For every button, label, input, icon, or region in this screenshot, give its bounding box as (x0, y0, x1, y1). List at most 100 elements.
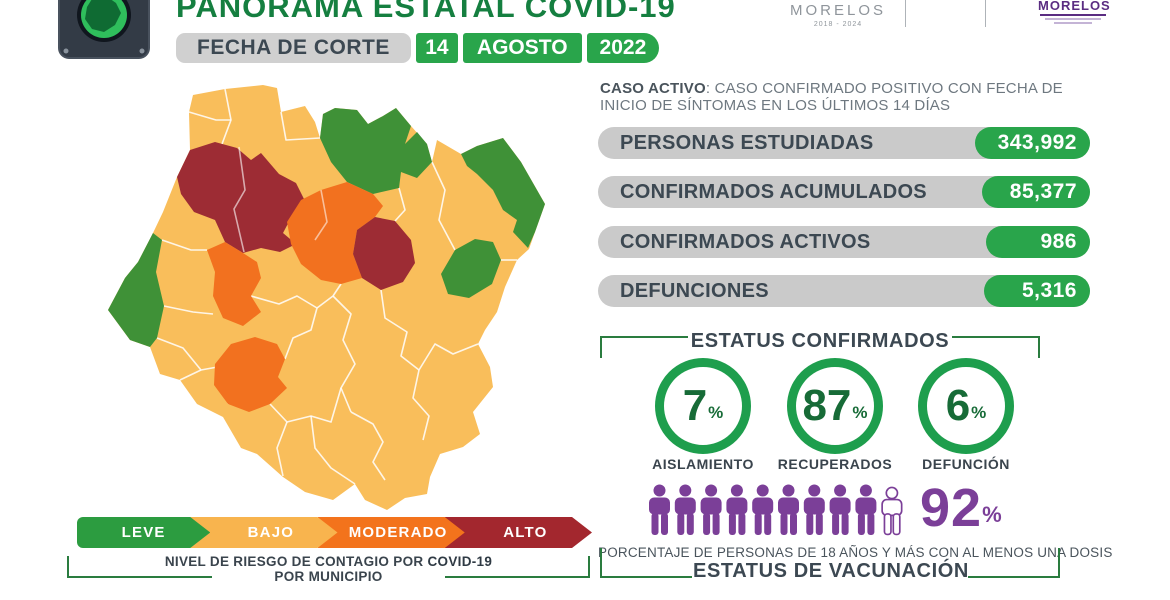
map-region-leve-north (320, 108, 432, 194)
active-case-term: CASO ACTIVO (600, 80, 706, 97)
percent-readout: 6 % (945, 380, 987, 430)
person-icon-filled (803, 484, 825, 535)
bracket-top-right (952, 336, 1040, 358)
bracket-bottom-left (600, 548, 692, 578)
cutoff-date-label: FECHA DE CORTE (176, 33, 411, 63)
stat-label: CONFIRMADOS ACUMULADOS (620, 180, 927, 203)
stat-label: PERSONAS ESTUDIADAS (620, 131, 874, 154)
municipal-border-moderado (314, 189, 328, 241)
person-icon-filled (700, 484, 722, 535)
defuncion-percent-circle: 6 % (918, 358, 1014, 454)
legend-bracket-right (445, 556, 590, 578)
legend-caption: NIVEL DE RIESGO DE CONTAGIO POR COVID-19… (67, 554, 590, 584)
legend-caption-pre: NIVEL DE RIESGO DE CONTAGIO POR (164, 554, 428, 569)
stat-label: DEFUNCIONES (620, 279, 769, 302)
percent-value: 87 (802, 380, 852, 430)
stat-bar-confirmados-acumulados: CONFIRMADOS ACUMULADOS 85,377 (598, 176, 1090, 208)
active-case-definition: CASO ACTIVO: CASO CONFIRMADO POSITIVO CO… (600, 80, 1105, 114)
screw-icon (139, 48, 145, 54)
page-title: PANORAMA ESTATAL COVID-19 (176, 0, 676, 24)
cutoff-date-month: AGOSTO (462, 33, 582, 63)
morelos-municipal-risk-map (108, 85, 545, 510)
traffic-light-icon (58, 0, 150, 59)
bracket-top-left (600, 336, 688, 358)
person-icon-filled (752, 484, 774, 535)
map-region-alto-center (353, 217, 415, 290)
percent-value: 6 (945, 380, 971, 430)
percent-readout: 87 % (802, 380, 868, 430)
legend-item-alto: ALTO (445, 517, 592, 548)
legend-label: BAJO (247, 524, 295, 541)
legend-caption-line2: POR MUNICIPIO (274, 569, 383, 584)
map-region-leve-northeast-strip (461, 138, 545, 248)
legend-item-bajo: BAJO (190, 517, 337, 548)
percent-unit: % (708, 403, 724, 423)
cutoff-date-year: 2022 (586, 33, 660, 63)
morelos-brand-name: MORELOS (1038, 0, 1111, 13)
morelos-brand-logo: MORELOS (1038, 0, 1111, 24)
aislamiento-percent-circle: 7 % (655, 358, 751, 454)
recuperados-label: RECUPERADOS (777, 456, 893, 472)
government-logo-name: MORELOS (789, 2, 886, 19)
stat-bar-confirmados-activos: CONFIRMADOS ACTIVOS 986 (598, 226, 1090, 258)
person-icon-filled (778, 484, 799, 535)
stat-label: CONFIRMADOS ACTIVOS (620, 230, 871, 253)
percent-readout: 7 % (682, 380, 724, 430)
stat-bar-defunciones: DEFUNCIONES 5,316 (598, 275, 1090, 307)
logo-divider (985, 0, 986, 27)
legend-label: MODERADO (348, 524, 448, 541)
municipal-borders (156, 88, 517, 485)
map-region-leve-east (441, 239, 501, 298)
person-icon-filled (649, 484, 670, 535)
logo-divider (905, 0, 906, 27)
person-icon-filled (829, 484, 851, 535)
cutoff-date-day: 14 (415, 33, 458, 63)
legend-bracket-left (67, 556, 212, 578)
map-region-moderado-west (207, 242, 261, 326)
confirmed-status-title: ESTATUS CONFIRMADOS (690, 330, 950, 352)
stat-value-badge: 986 (986, 226, 1090, 258)
bracket-bottom-right (968, 548, 1060, 578)
percent-value: 7 (682, 380, 708, 430)
stat-value-badge: 85,377 (982, 176, 1090, 208)
person-icon-filled (726, 484, 748, 535)
brand-logo-rule (1040, 14, 1106, 16)
cutoff-date-bar: FECHA DE CORTE 14 AGOSTO 2022 (176, 33, 660, 63)
stat-bar-personas-estudiadas: PERSONAS ESTUDIADAS 343,992 (598, 127, 1090, 159)
active-case-text: : CASO CONFIRMADO POSITIVO CON FECHA DE … (600, 80, 1063, 114)
vaccination-percent-value: 92 (920, 478, 983, 538)
brand-logo-tagline-line (1054, 22, 1092, 24)
stat-value-badge: 5,316 (984, 275, 1090, 307)
person-icon-outline (881, 486, 903, 536)
vaccination-percent: 92 % (920, 478, 1002, 538)
vaccination-caption: PORCENTAJE DE PERSONAS DE 18 AÑOS Y MÁS … (598, 545, 1113, 560)
recuperados-percent-circle: 87 % (787, 358, 883, 454)
map-region-moderado-south (214, 337, 287, 412)
percent-unit: % (852, 403, 868, 423)
aislamiento-label: AISLAMIENTO (652, 456, 754, 472)
vaccination-percent-unit: % (982, 502, 1002, 528)
municipal-border-alto (233, 146, 246, 253)
person-icon-filled (855, 484, 877, 535)
vaccination-icons (649, 484, 903, 536)
brand-logo-tagline-line (1045, 18, 1101, 20)
legend-label: ALTO (503, 524, 548, 541)
government-logo: MORELOS 2018 - 2024 (772, 2, 904, 28)
defuncion-label: DEFUNCIÓN (922, 456, 1010, 472)
legend-item-moderado: MODERADO (318, 517, 465, 548)
stat-value-badge: 343,992 (975, 127, 1090, 159)
percent-unit: % (971, 403, 987, 423)
legend-caption-line1: NIVEL DE RIESGO DE CONTAGIO POR COVID-19 (67, 554, 590, 569)
map-region-leve-west (108, 233, 164, 347)
person-icon-filled (674, 484, 696, 535)
legend-label: LEVE (121, 524, 166, 541)
vaccination-status-title: ESTATUS DE VACUNACIÓN (693, 560, 969, 582)
legend-caption-covid: COVID-19 (427, 554, 493, 569)
map-region-moderado-center-north (287, 182, 383, 284)
traffic-light-state-silhouette (85, 0, 121, 32)
government-logo-period: 2018 - 2024 (813, 21, 863, 28)
legend-item-leve: LEVE (77, 517, 210, 548)
risk-level-legend: LEVE BAJO MODERADO ALTO (77, 517, 592, 548)
screw-icon (63, 48, 69, 54)
